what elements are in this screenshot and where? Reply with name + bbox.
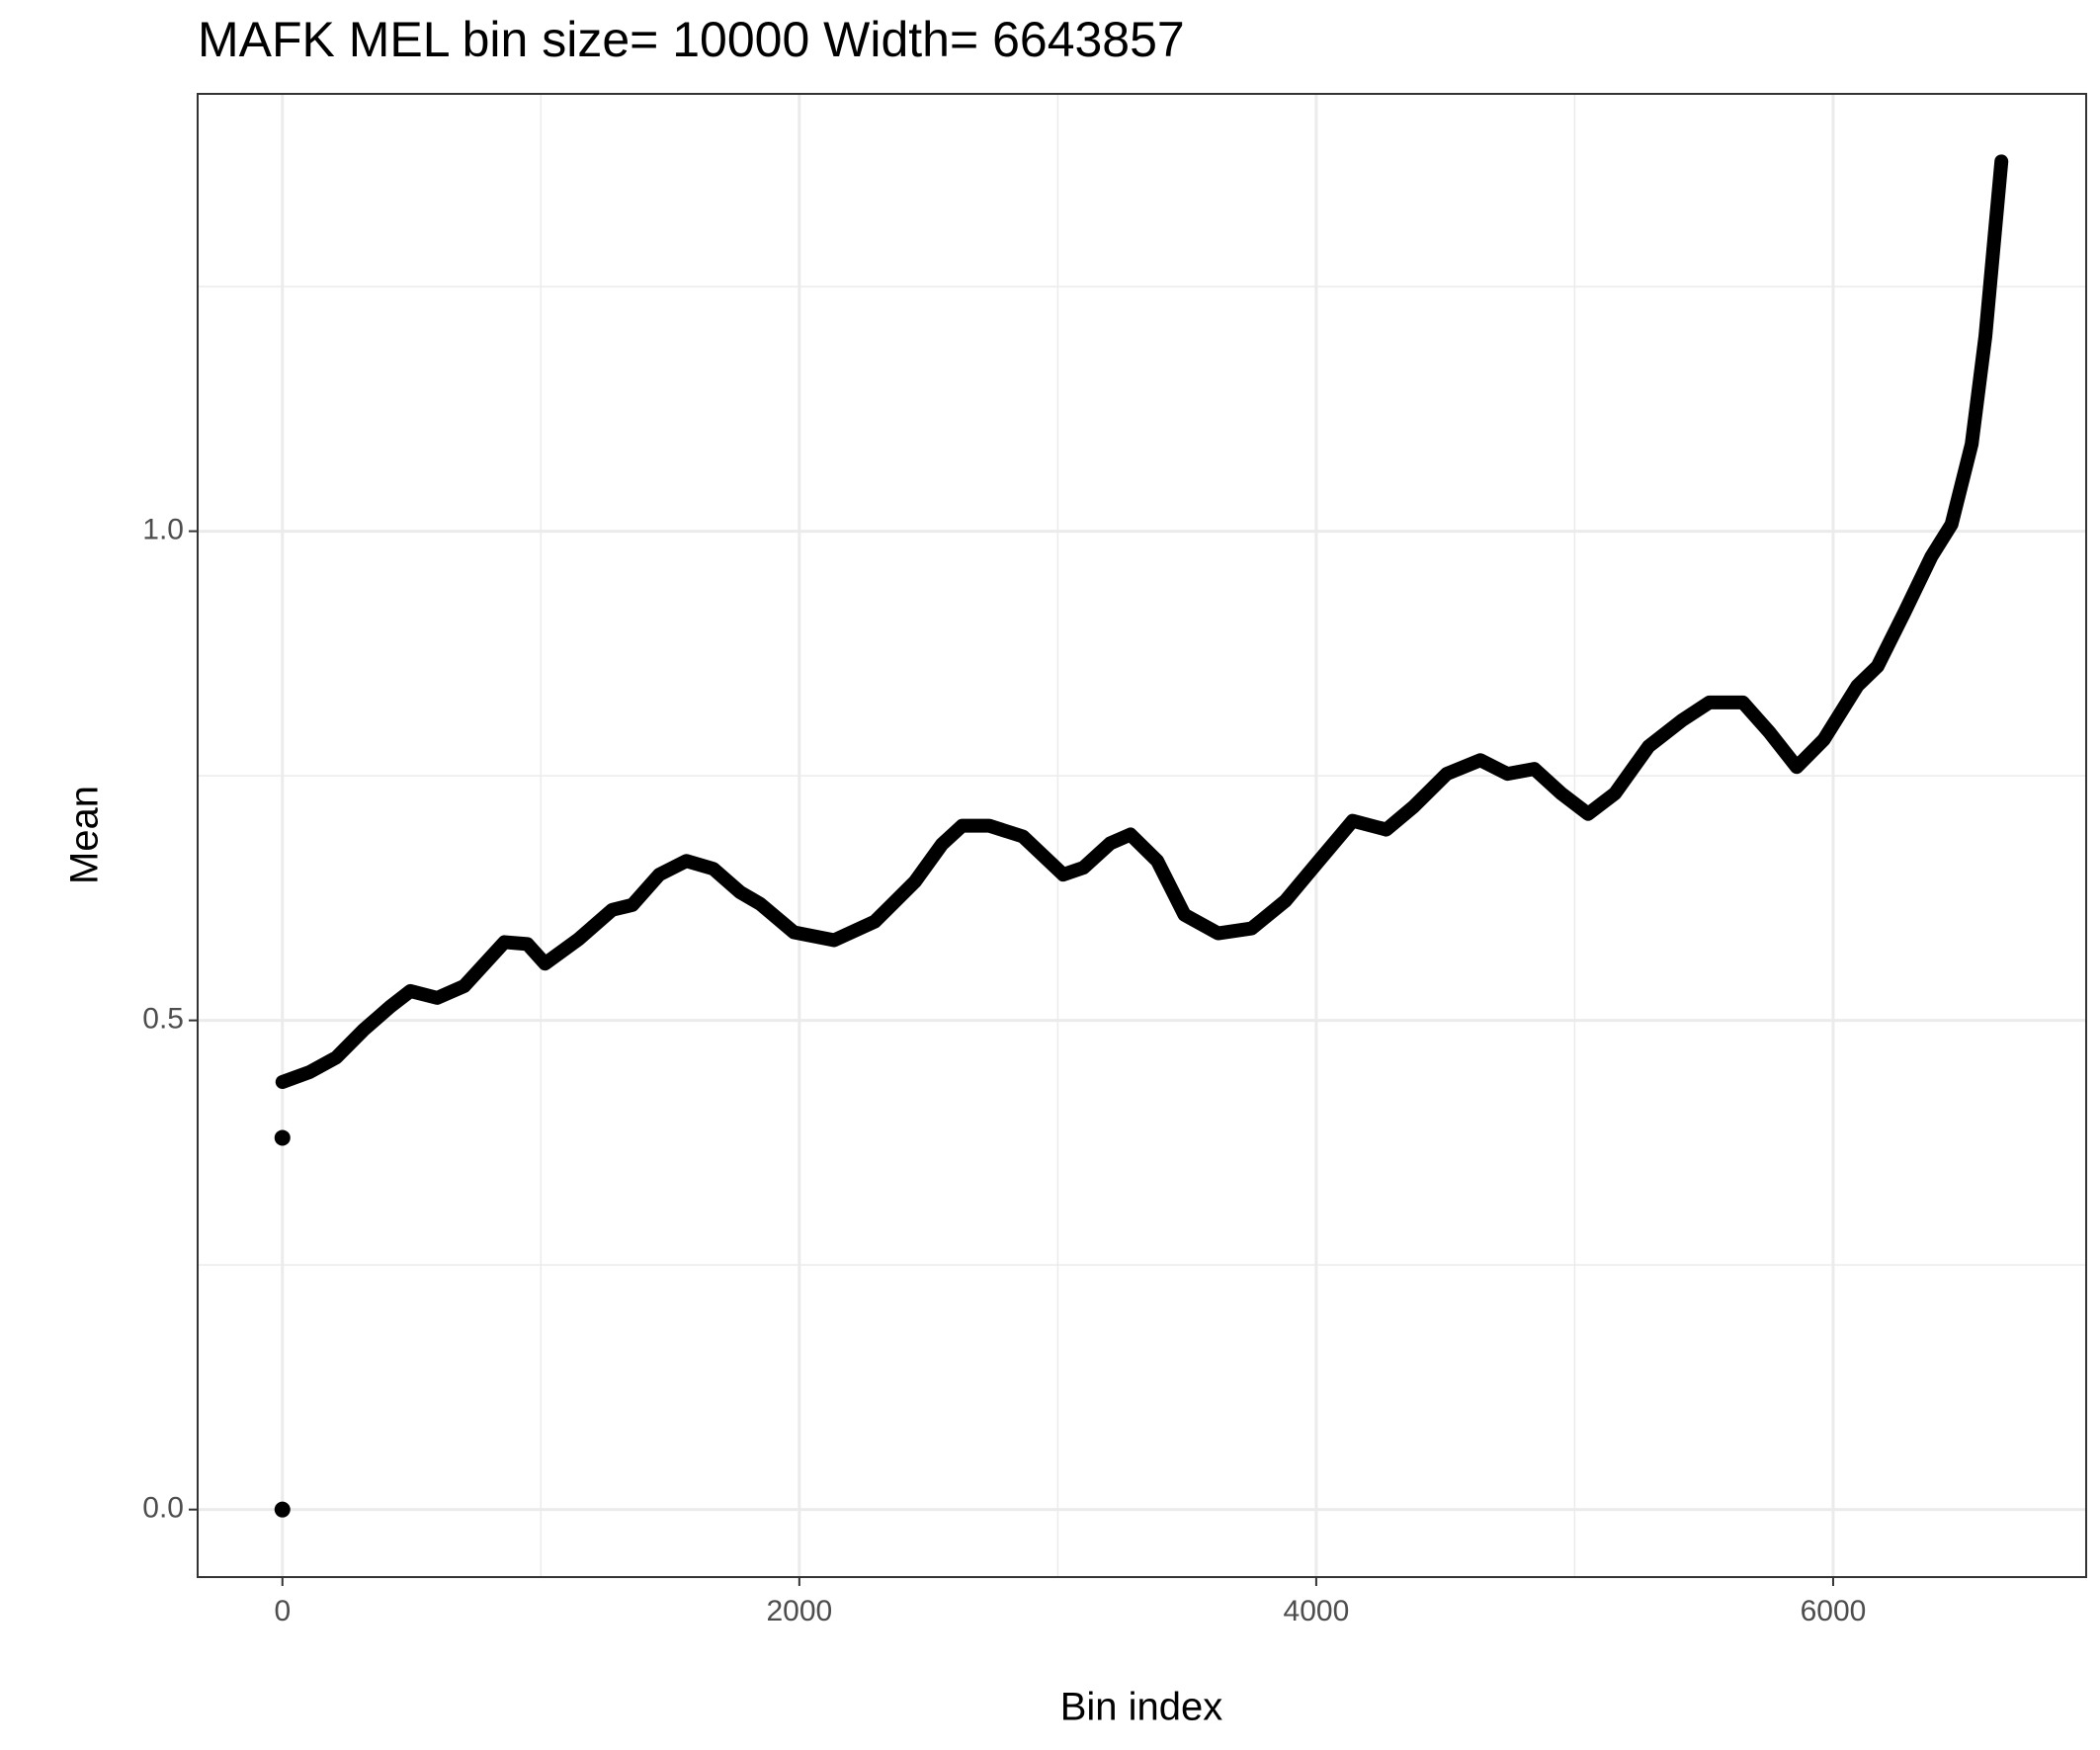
x-axis-title: Bin index — [1060, 1686, 1223, 1729]
data-line — [275, 154, 2009, 1090]
chart-title: MAFK MEL bin size= 10000 Width= 6643857 — [198, 12, 1185, 67]
y-tick-label: 0.5 — [142, 1003, 184, 1036]
plot-border — [197, 93, 2087, 1578]
y-tick-label: 1.0 — [142, 513, 184, 545]
x-tick-label: 4000 — [1284, 1595, 1350, 1627]
y-tick-label: 0.0 — [142, 1492, 184, 1525]
x-tick-label: 0 — [274, 1595, 291, 1627]
data-point — [274, 1501, 291, 1518]
x-tick-label: 2000 — [766, 1595, 832, 1627]
y-axis-title: Mean — [63, 786, 107, 884]
x-tick-label: 6000 — [1801, 1595, 1867, 1627]
data-point — [274, 1129, 291, 1146]
